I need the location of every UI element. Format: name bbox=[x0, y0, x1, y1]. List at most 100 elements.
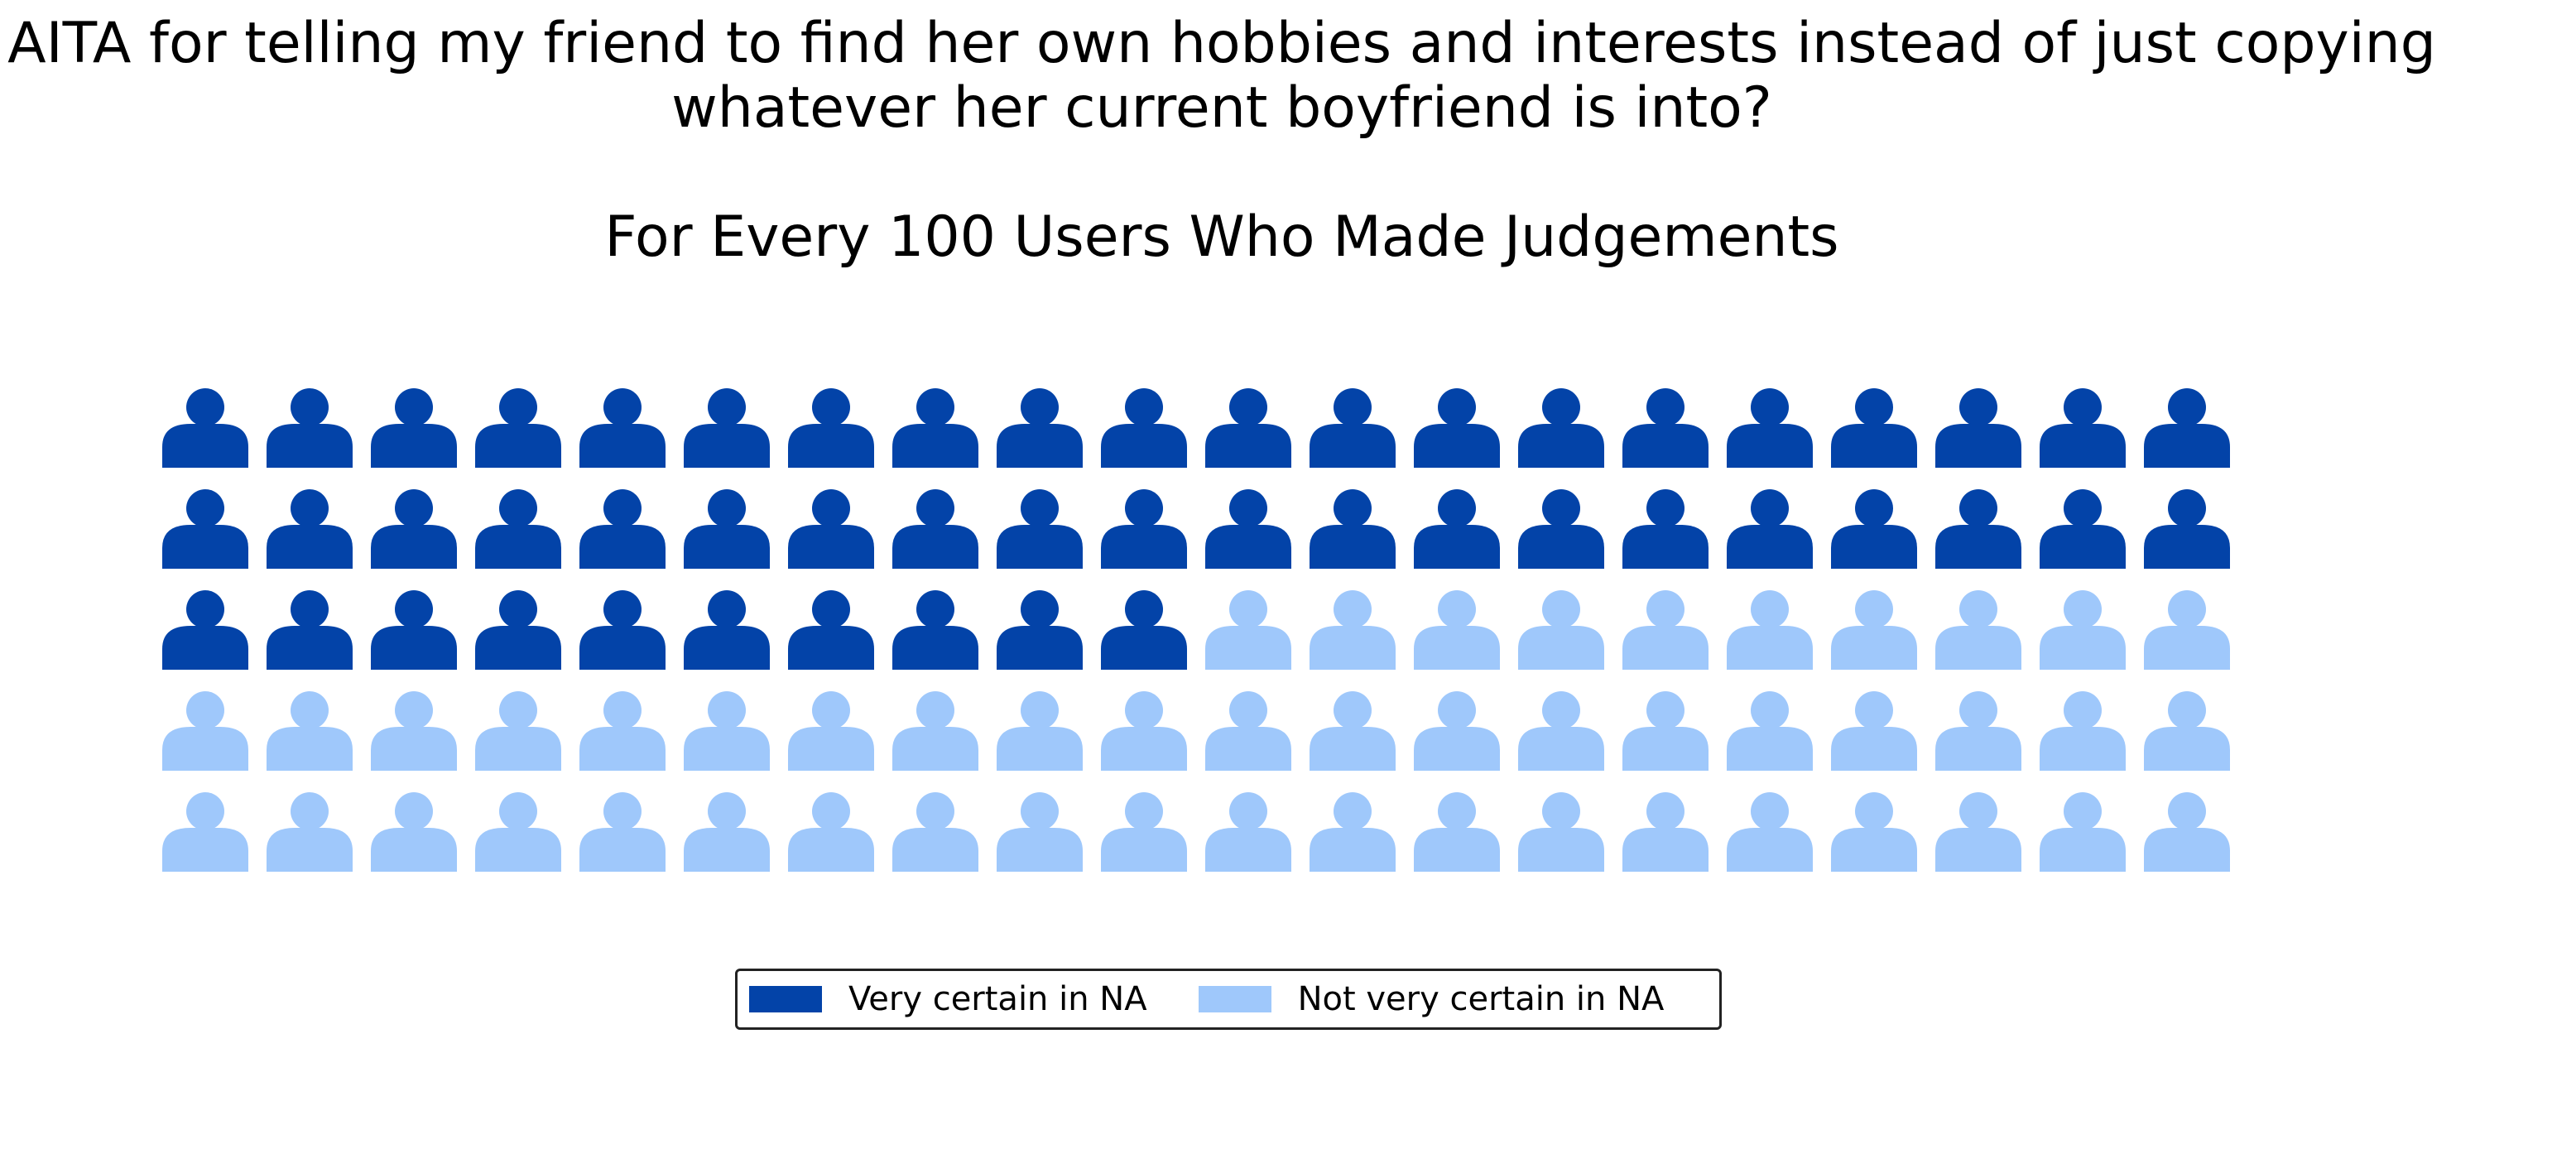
person-icon-very-certain-29 bbox=[997, 489, 1083, 569]
person-body bbox=[1831, 828, 1917, 872]
person-body bbox=[162, 828, 248, 872]
person-head bbox=[291, 489, 329, 527]
person-body bbox=[475, 626, 561, 670]
person-head bbox=[603, 792, 642, 830]
person-body bbox=[1101, 727, 1187, 771]
person-body bbox=[1831, 424, 1917, 468]
person-head bbox=[1646, 489, 1684, 527]
person-body bbox=[1310, 727, 1396, 771]
person-head bbox=[2064, 792, 2102, 830]
person-icon-not-very-certain-55 bbox=[1622, 590, 1709, 670]
person-head bbox=[1855, 590, 1893, 628]
person-head bbox=[1021, 792, 1059, 830]
person-head bbox=[708, 590, 746, 628]
person-body bbox=[1101, 424, 1187, 468]
person-head bbox=[1334, 489, 1372, 527]
person-icon-very-certain-39 bbox=[2040, 489, 2126, 569]
chart-subtitle: For Every 100 Users Who Made Judgements bbox=[604, 204, 1839, 270]
person-body bbox=[1622, 424, 1709, 468]
person-icon-not-very-certain-72 bbox=[1310, 691, 1396, 771]
person-body bbox=[371, 525, 457, 569]
person-body bbox=[2144, 727, 2230, 771]
person-icon-very-certain-38 bbox=[1935, 489, 2021, 569]
person-icon-not-very-certain-54 bbox=[1518, 590, 1604, 670]
person-head bbox=[916, 792, 954, 830]
person-head bbox=[395, 388, 433, 426]
person-body bbox=[267, 525, 353, 569]
person-icon-very-certain-34 bbox=[1518, 489, 1604, 569]
person-icon-not-very-certain-58 bbox=[1935, 590, 2021, 670]
person-head bbox=[499, 388, 537, 426]
person-body bbox=[1831, 525, 1917, 569]
person-icon-not-very-certain-75 bbox=[1622, 691, 1709, 771]
person-head bbox=[916, 388, 954, 426]
person-icon-very-certain-14 bbox=[1518, 388, 1604, 468]
person-body bbox=[162, 626, 248, 670]
person-head bbox=[916, 691, 954, 729]
person-icon-very-certain-33 bbox=[1414, 489, 1500, 569]
person-body bbox=[371, 727, 457, 771]
person-body bbox=[684, 727, 770, 771]
person-icon-not-very-certain-76 bbox=[1727, 691, 1813, 771]
person-head bbox=[1334, 792, 1372, 830]
person-head bbox=[812, 590, 850, 628]
person-body bbox=[1101, 626, 1187, 670]
person-body bbox=[892, 626, 978, 670]
person-icon-very-certain-10 bbox=[1101, 388, 1187, 468]
person-body bbox=[1727, 424, 1813, 468]
person-body bbox=[1518, 828, 1604, 872]
person-body bbox=[788, 828, 874, 872]
person-head bbox=[603, 691, 642, 729]
person-head bbox=[395, 792, 433, 830]
person-body bbox=[892, 727, 978, 771]
person-icon-very-certain-22 bbox=[267, 489, 353, 569]
person-head bbox=[1646, 590, 1684, 628]
person-body bbox=[2040, 525, 2126, 569]
person-icon-very-certain-47 bbox=[788, 590, 874, 670]
person-head bbox=[1751, 691, 1789, 729]
person-head bbox=[1751, 590, 1789, 628]
person-body bbox=[1831, 727, 1917, 771]
person-icon-not-very-certain-67 bbox=[788, 691, 874, 771]
person-head bbox=[1855, 792, 1893, 830]
person-body bbox=[1414, 424, 1500, 468]
person-icon-very-certain-20 bbox=[2144, 388, 2230, 468]
person-head bbox=[395, 691, 433, 729]
person-body bbox=[1414, 525, 1500, 569]
person-icon-not-very-certain-89 bbox=[997, 792, 1083, 872]
chart-title: AITA for telling my friend to find her o… bbox=[7, 11, 2436, 141]
person-body bbox=[1518, 424, 1604, 468]
person-head bbox=[603, 489, 642, 527]
person-body bbox=[997, 727, 1083, 771]
legend-label-not-very-certain: Not very certain in NA bbox=[1297, 980, 1665, 1018]
person-icon-not-very-certain-78 bbox=[1935, 691, 2021, 771]
person-head bbox=[1021, 388, 1059, 426]
person-head bbox=[186, 388, 224, 426]
person-body bbox=[1622, 626, 1709, 670]
legend: Very certain in NA Not very certain in N… bbox=[735, 969, 1722, 1030]
person-body bbox=[1518, 525, 1604, 569]
person-icon-very-certain-26 bbox=[684, 489, 770, 569]
person-head bbox=[708, 792, 746, 830]
person-icon-very-certain-42 bbox=[267, 590, 353, 670]
person-body bbox=[1935, 727, 2021, 771]
person-icon-very-certain-24 bbox=[475, 489, 561, 569]
person-body bbox=[1935, 626, 2021, 670]
person-head bbox=[186, 792, 224, 830]
person-icon-very-certain-1 bbox=[162, 388, 248, 468]
person-icon-very-certain-2 bbox=[267, 388, 353, 468]
person-head bbox=[2168, 489, 2206, 527]
person-head bbox=[2064, 388, 2102, 426]
person-body bbox=[162, 727, 248, 771]
person-head bbox=[812, 792, 850, 830]
person-icon-not-very-certain-59 bbox=[2040, 590, 2126, 670]
person-head bbox=[1125, 489, 1163, 527]
person-body bbox=[997, 424, 1083, 468]
person-icon-very-certain-3 bbox=[371, 388, 457, 468]
person-head bbox=[291, 792, 329, 830]
person-body bbox=[267, 828, 353, 872]
person-body bbox=[1414, 727, 1500, 771]
person-body bbox=[1310, 525, 1396, 569]
person-icon-very-certain-44 bbox=[475, 590, 561, 670]
person-body bbox=[475, 424, 561, 468]
